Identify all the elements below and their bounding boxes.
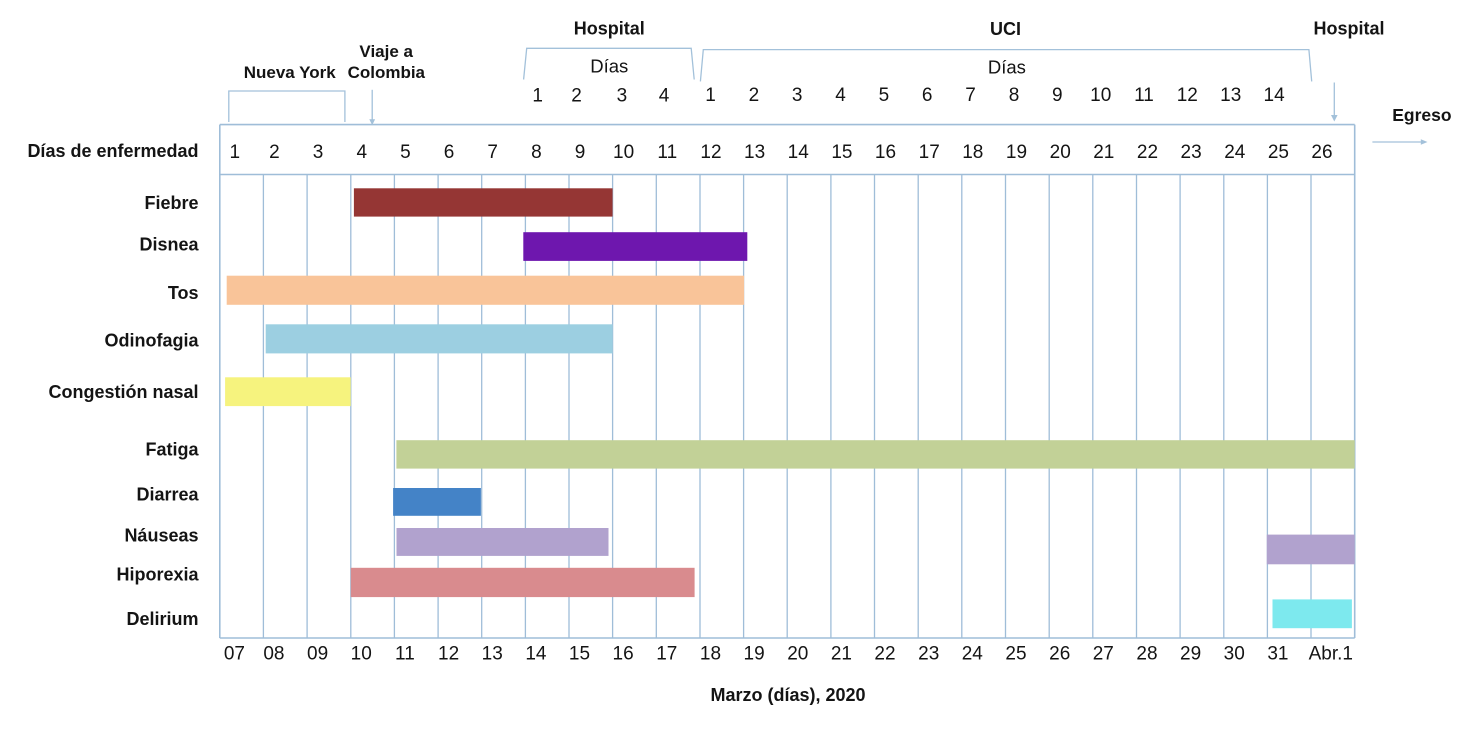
svg-text:Tos: Tos <box>168 283 199 303</box>
svg-text:10: 10 <box>613 142 634 163</box>
svg-text:28: 28 <box>1136 643 1157 664</box>
svg-text:6: 6 <box>922 85 933 106</box>
svg-text:1: 1 <box>705 85 716 106</box>
svg-text:21: 21 <box>831 643 852 664</box>
svg-text:8: 8 <box>531 142 542 163</box>
svg-text:9: 9 <box>575 142 586 163</box>
svg-text:8: 8 <box>1009 85 1020 106</box>
svg-text:Abr.1: Abr.1 <box>1309 643 1353 664</box>
svg-text:11: 11 <box>395 643 415 664</box>
svg-text:Hospital: Hospital <box>1313 19 1384 39</box>
svg-text:4: 4 <box>659 86 670 107</box>
svg-text:14: 14 <box>1264 85 1286 106</box>
svg-text:Nueva York: Nueva York <box>244 63 337 82</box>
svg-text:13: 13 <box>1220 85 1241 106</box>
svg-text:18: 18 <box>700 643 721 664</box>
svg-text:9: 9 <box>1052 85 1063 106</box>
svg-text:22: 22 <box>874 643 895 664</box>
svg-text:29: 29 <box>1180 643 1201 664</box>
svg-text:26: 26 <box>1311 142 1332 163</box>
svg-text:Fiebre: Fiebre <box>144 193 198 213</box>
svg-text:16: 16 <box>875 142 896 163</box>
svg-text:5: 5 <box>400 142 411 163</box>
svg-text:24: 24 <box>962 643 984 664</box>
svg-text:2: 2 <box>571 86 582 107</box>
svg-text:12: 12 <box>438 643 459 664</box>
svg-text:Náuseas: Náuseas <box>124 526 198 546</box>
svg-text:20: 20 <box>787 643 808 664</box>
svg-text:13: 13 <box>744 142 765 163</box>
svg-text:20: 20 <box>1050 142 1071 163</box>
svg-text:14: 14 <box>788 142 810 163</box>
svg-text:19: 19 <box>744 643 765 664</box>
svg-text:19: 19 <box>1006 142 1027 163</box>
svg-text:10: 10 <box>1090 85 1111 106</box>
svg-text:11: 11 <box>1134 85 1154 106</box>
svg-text:13: 13 <box>482 643 503 664</box>
svg-text:3: 3 <box>313 142 324 163</box>
svg-text:UCI: UCI <box>990 19 1021 39</box>
svg-text:10: 10 <box>351 643 372 664</box>
svg-text:4: 4 <box>357 142 368 163</box>
svg-text:5: 5 <box>879 85 890 106</box>
svg-text:Hospital: Hospital <box>574 19 645 39</box>
svg-text:09: 09 <box>307 643 328 664</box>
svg-text:30: 30 <box>1224 643 1245 664</box>
svg-text:16: 16 <box>613 643 634 664</box>
svg-text:26: 26 <box>1049 643 1070 664</box>
svg-text:15: 15 <box>569 643 590 664</box>
svg-text:22: 22 <box>1137 142 1158 163</box>
svg-text:23: 23 <box>918 643 939 664</box>
svg-text:17: 17 <box>919 142 940 163</box>
svg-text:3: 3 <box>617 86 628 107</box>
svg-text:3: 3 <box>792 85 803 106</box>
svg-text:7: 7 <box>965 85 976 106</box>
svg-text:Congestión nasal: Congestión nasal <box>48 382 198 402</box>
svg-text:Delirium: Delirium <box>126 609 198 629</box>
svg-text:27: 27 <box>1093 643 1114 664</box>
svg-text:Días: Días <box>590 55 628 76</box>
svg-text:12: 12 <box>1177 85 1198 106</box>
svg-text:12: 12 <box>700 142 721 163</box>
svg-text:2: 2 <box>749 85 760 106</box>
svg-text:14: 14 <box>525 643 547 664</box>
svg-text:15: 15 <box>831 142 852 163</box>
svg-text:Fatiga: Fatiga <box>145 439 199 459</box>
svg-text:Disnea: Disnea <box>139 235 199 255</box>
svg-text:18: 18 <box>962 142 983 163</box>
svg-text:25: 25 <box>1268 142 1289 163</box>
svg-text:Marzo (días), 2020: Marzo (días), 2020 <box>710 685 865 705</box>
svg-text:Egreso: Egreso <box>1392 105 1451 125</box>
svg-text:1: 1 <box>532 86 543 107</box>
svg-text:1: 1 <box>230 142 241 163</box>
svg-text:Días de enfermedad: Días de enfermedad <box>27 141 198 161</box>
svg-text:23: 23 <box>1181 142 1202 163</box>
svg-text:Diarrea: Diarrea <box>136 485 199 505</box>
svg-text:Viaje a: Viaje a <box>359 42 413 61</box>
svg-text:Colombia: Colombia <box>348 63 426 82</box>
svg-text:4: 4 <box>835 85 846 106</box>
svg-text:2: 2 <box>269 142 280 163</box>
svg-text:7: 7 <box>487 142 498 163</box>
svg-text:6: 6 <box>444 142 455 163</box>
svg-text:Odinofagia: Odinofagia <box>105 330 200 350</box>
svg-text:31: 31 <box>1267 643 1288 664</box>
svg-text:Días: Días <box>988 56 1026 77</box>
svg-text:21: 21 <box>1093 142 1114 163</box>
svg-text:17: 17 <box>656 643 677 664</box>
svg-text:Hiporexia: Hiporexia <box>116 564 199 584</box>
svg-text:08: 08 <box>263 643 284 664</box>
svg-text:07: 07 <box>224 643 245 664</box>
svg-text:24: 24 <box>1224 142 1246 163</box>
svg-text:25: 25 <box>1005 643 1026 664</box>
svg-text:11: 11 <box>657 142 677 163</box>
